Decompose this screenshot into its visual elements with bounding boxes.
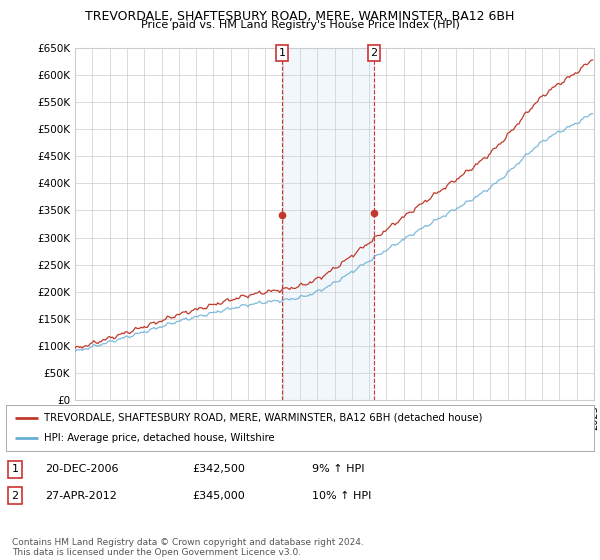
- Text: 1: 1: [11, 464, 19, 474]
- Text: £342,500: £342,500: [192, 464, 245, 474]
- Bar: [282, 48, 374, 400]
- Text: TREVORDALE, SHAFTESBURY ROAD, MERE, WARMINSTER, BA12 6BH: TREVORDALE, SHAFTESBURY ROAD, MERE, WARM…: [85, 10, 515, 22]
- Text: HPI: Average price, detached house, Wiltshire: HPI: Average price, detached house, Wilt…: [44, 433, 275, 443]
- Text: TREVORDALE, SHAFTESBURY ROAD, MERE, WARMINSTER, BA12 6BH (detached house): TREVORDALE, SHAFTESBURY ROAD, MERE, WARM…: [44, 413, 483, 423]
- Text: 20-DEC-2006: 20-DEC-2006: [45, 464, 119, 474]
- Text: £345,000: £345,000: [192, 491, 245, 501]
- Text: 1: 1: [278, 48, 286, 58]
- Text: 2: 2: [371, 48, 377, 58]
- Text: 10% ↑ HPI: 10% ↑ HPI: [312, 491, 371, 501]
- Text: 9% ↑ HPI: 9% ↑ HPI: [312, 464, 365, 474]
- Text: Price paid vs. HM Land Registry's House Price Index (HPI): Price paid vs. HM Land Registry's House …: [140, 20, 460, 30]
- Text: Contains HM Land Registry data © Crown copyright and database right 2024.
This d: Contains HM Land Registry data © Crown c…: [12, 538, 364, 557]
- Text: 2: 2: [11, 491, 19, 501]
- Text: 27-APR-2012: 27-APR-2012: [45, 491, 117, 501]
